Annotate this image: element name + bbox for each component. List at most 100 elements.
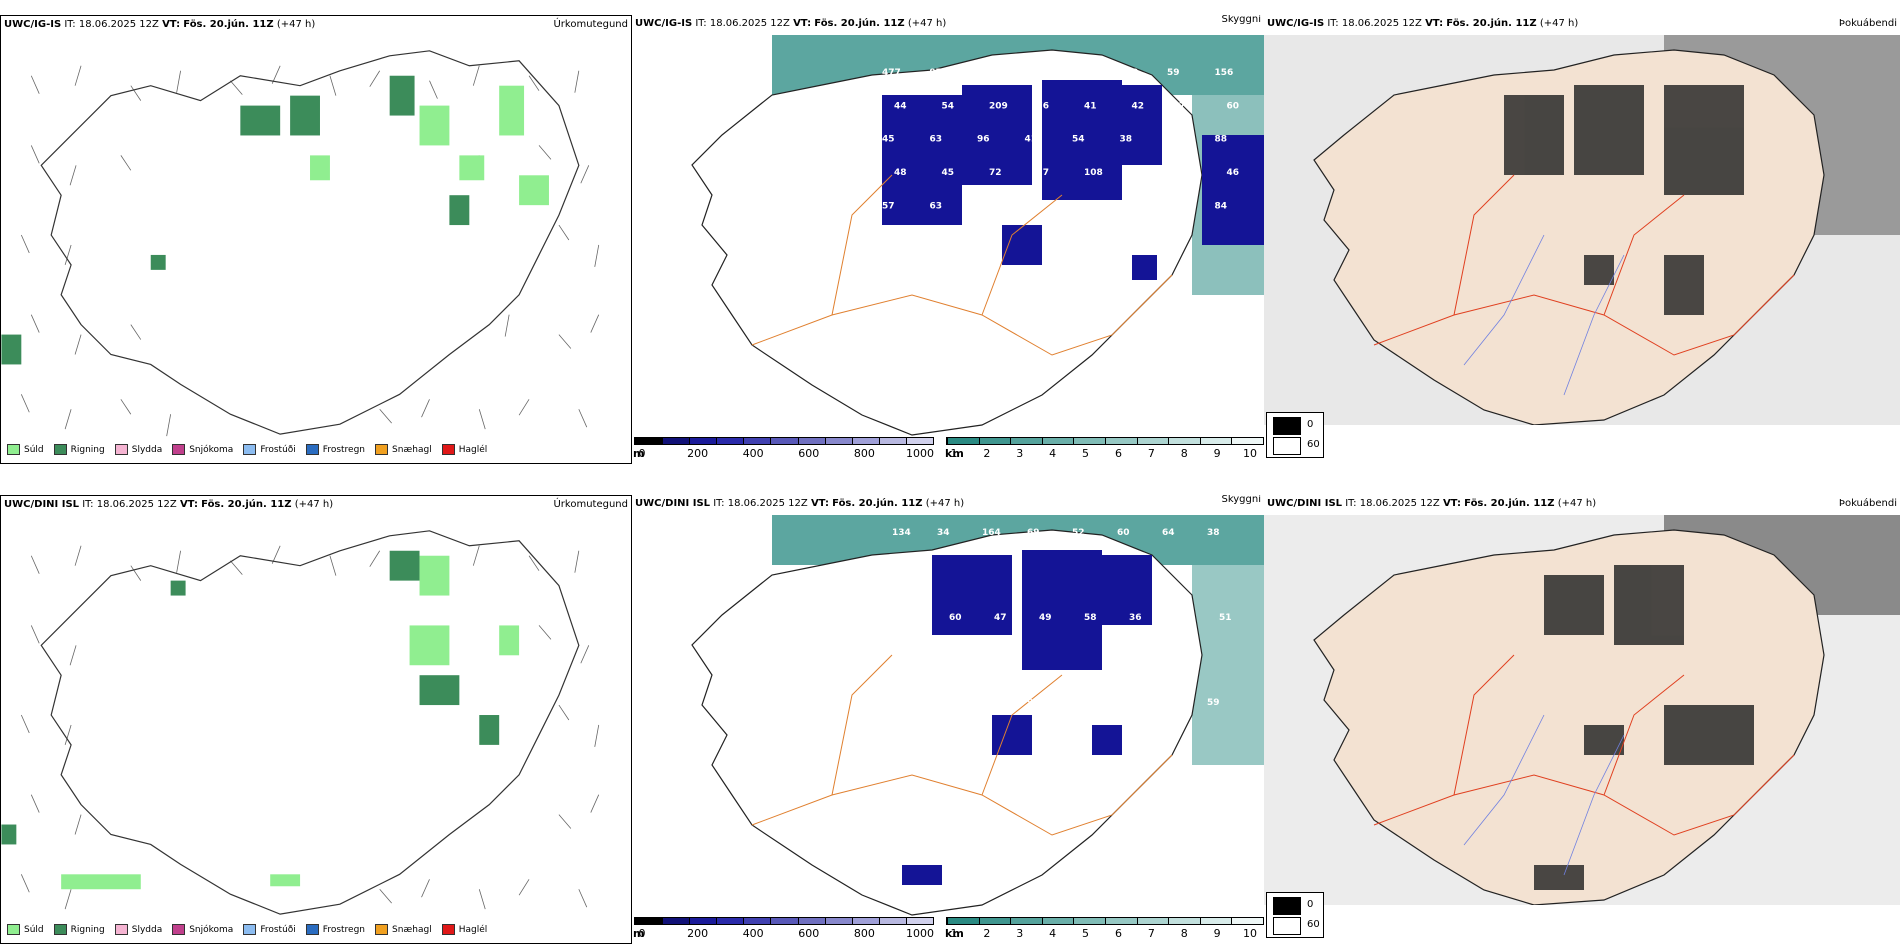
legend-item: Snæhagl xyxy=(375,924,432,935)
cloud-base-value: 54 xyxy=(942,101,955,111)
fog-legend-black-label: 0 xyxy=(1307,419,1314,430)
legend-item: Rigning xyxy=(53,924,105,935)
cloud-base-value: 108 xyxy=(1084,168,1103,178)
fog-legend-white-label: 60 xyxy=(1307,439,1320,450)
precip-map-top xyxy=(1,50,600,437)
legend-label: Súld xyxy=(24,444,44,455)
cloud-base-value: 51 xyxy=(904,783,917,793)
precip-legend-top: Súld Rigning Slydda Snjókoma Frostúði Frostre… xyxy=(7,444,487,455)
colorbar-bin xyxy=(878,438,906,444)
colorbar-bin xyxy=(770,438,798,444)
colorbar-bin xyxy=(1010,918,1042,924)
colorbar-tick: 1000 xyxy=(906,927,934,940)
legend-swatch xyxy=(172,924,186,935)
colorbar-bin xyxy=(1104,918,1137,924)
panel-title: Skyggni xyxy=(1221,15,1261,25)
drizzle-areas xyxy=(61,555,520,890)
legend-swatch xyxy=(441,924,455,935)
colorbar-bin xyxy=(1199,438,1232,444)
legend-swatch xyxy=(441,444,455,455)
sea-fog-area xyxy=(1192,565,1264,765)
cloud-base-value: 38 xyxy=(1072,68,1085,78)
colorbar-bin xyxy=(770,918,798,924)
colorbar-tick: 7 xyxy=(1147,927,1155,940)
colorbar-bin xyxy=(1199,918,1232,924)
cloud-base-value: 34 xyxy=(937,528,950,538)
legend-label: Haglél xyxy=(458,924,488,935)
colorbar-tick: 800 xyxy=(853,447,875,460)
colorbar-unit: km xyxy=(945,927,964,940)
legend-swatch xyxy=(305,444,319,455)
colorbar-bin xyxy=(878,918,906,924)
legend-item: Frostúði xyxy=(243,444,296,455)
cloud-base-value: 104 xyxy=(1179,168,1198,178)
colorbar-unit: km xyxy=(945,447,964,460)
legend-label: Slydda xyxy=(131,924,163,935)
visibility-panel-bottom: 134 34 164 69 52 60 64 38 45 60 47 49 58 36 50 51 87 63 59… xyxy=(632,495,1264,944)
colorbar-bin xyxy=(743,438,771,444)
colorbar-tick: 600 xyxy=(798,447,820,460)
low-cloud-areas xyxy=(882,80,1264,280)
colorbar-tick: 10 xyxy=(1243,447,1257,460)
cloud-base-value: 90 xyxy=(1027,698,1040,708)
header-fog-bottom: UWC/DINI ISL IT: 18.06.2025 12Z VT: Fös.… xyxy=(1267,498,1897,509)
fog-legend-top: 0 60 xyxy=(1266,412,1324,458)
cloud-base-value: 96 xyxy=(1117,698,1130,708)
legend-item: Súld xyxy=(7,444,44,455)
legend-item: Frostúði xyxy=(243,924,296,935)
cloud-base-value: 16 xyxy=(894,235,907,245)
cloud-base-value: 88 xyxy=(1215,135,1228,145)
legend-item: Súld xyxy=(7,924,44,935)
legend-swatch xyxy=(7,924,20,935)
cloud-base-value: 37 xyxy=(1037,168,1050,178)
iceland-outline xyxy=(40,530,580,915)
roads xyxy=(1373,174,1795,356)
colorbar-bin xyxy=(635,438,663,444)
cloud-base-value: 976 xyxy=(930,68,949,78)
fog-legend-black-swatch xyxy=(1273,897,1301,915)
colorbar-bin xyxy=(1010,438,1042,444)
fog-legend-black-swatch xyxy=(1273,417,1301,435)
cloud-base-value: 45 xyxy=(882,135,895,145)
precip-map-bottom xyxy=(1,530,600,915)
rain-areas xyxy=(1,550,500,845)
fog-map-bottom xyxy=(1264,515,1900,905)
colorbar-bin xyxy=(978,918,1011,924)
legend-label: Snæhagl xyxy=(392,444,432,455)
colorbar-tick: 8 xyxy=(1180,447,1188,460)
cloud-base-values: 134 34 164 69 52 60 64 38 45 60 47 49 58 36 50 51 87 63 59… xyxy=(892,528,1232,793)
legend-swatch xyxy=(114,444,128,455)
colorbar-tick: 1000 xyxy=(906,447,934,460)
fog-legend-white-swatch xyxy=(1273,917,1301,935)
cloud-base-value: 63 xyxy=(930,135,943,145)
cloud-base-value: 45 xyxy=(904,613,917,623)
panel-title: Úrkomutegund xyxy=(553,19,628,30)
iceland-outline xyxy=(1313,529,1825,905)
colorbar-bin xyxy=(743,918,771,924)
colorbar-bin xyxy=(1168,918,1200,924)
drizzle-areas xyxy=(310,85,549,206)
cloud-base-value: 96 xyxy=(977,135,990,145)
colorbar-tick: 400 xyxy=(742,447,764,460)
legend-item: Haglél xyxy=(441,924,488,935)
colorbar-tick: 200 xyxy=(687,447,709,460)
fog-legend-white-label: 60 xyxy=(1307,919,1320,930)
legend-label: Rigning xyxy=(70,924,105,935)
visibility-map-top: 477 976 43 40 38 182 59 156 44 54 209 76 41 42 71 60 45 6… xyxy=(691,35,1264,436)
cloud-base-value: 164 xyxy=(982,528,1001,538)
rain-areas xyxy=(1,75,470,365)
height-colorbar-bottom: m 0 200 400 600 800 1000 xyxy=(633,917,934,947)
colorbar-bin xyxy=(1073,438,1105,444)
colorbar-bin xyxy=(1041,918,1074,924)
colorbar-bin xyxy=(978,438,1011,444)
cloud-base-value: 42 xyxy=(1132,101,1145,111)
colorbar-tick: 800 xyxy=(853,927,875,940)
legend-swatch xyxy=(114,924,128,935)
legend-swatch xyxy=(7,444,20,455)
legend-item: Slydda xyxy=(114,924,163,935)
colorbar-unit: m xyxy=(633,927,645,940)
colorbar-tick: 0 xyxy=(638,927,646,940)
cloud-base-value: 63 xyxy=(937,698,950,708)
precip-panel-top: UWC/IG-IS IT: 18.06.2025 12Z VT: Fös. 20… xyxy=(0,15,632,464)
header-precip-top: UWC/IG-IS IT: 18.06.2025 12Z VT: Fös. 20… xyxy=(4,19,628,30)
